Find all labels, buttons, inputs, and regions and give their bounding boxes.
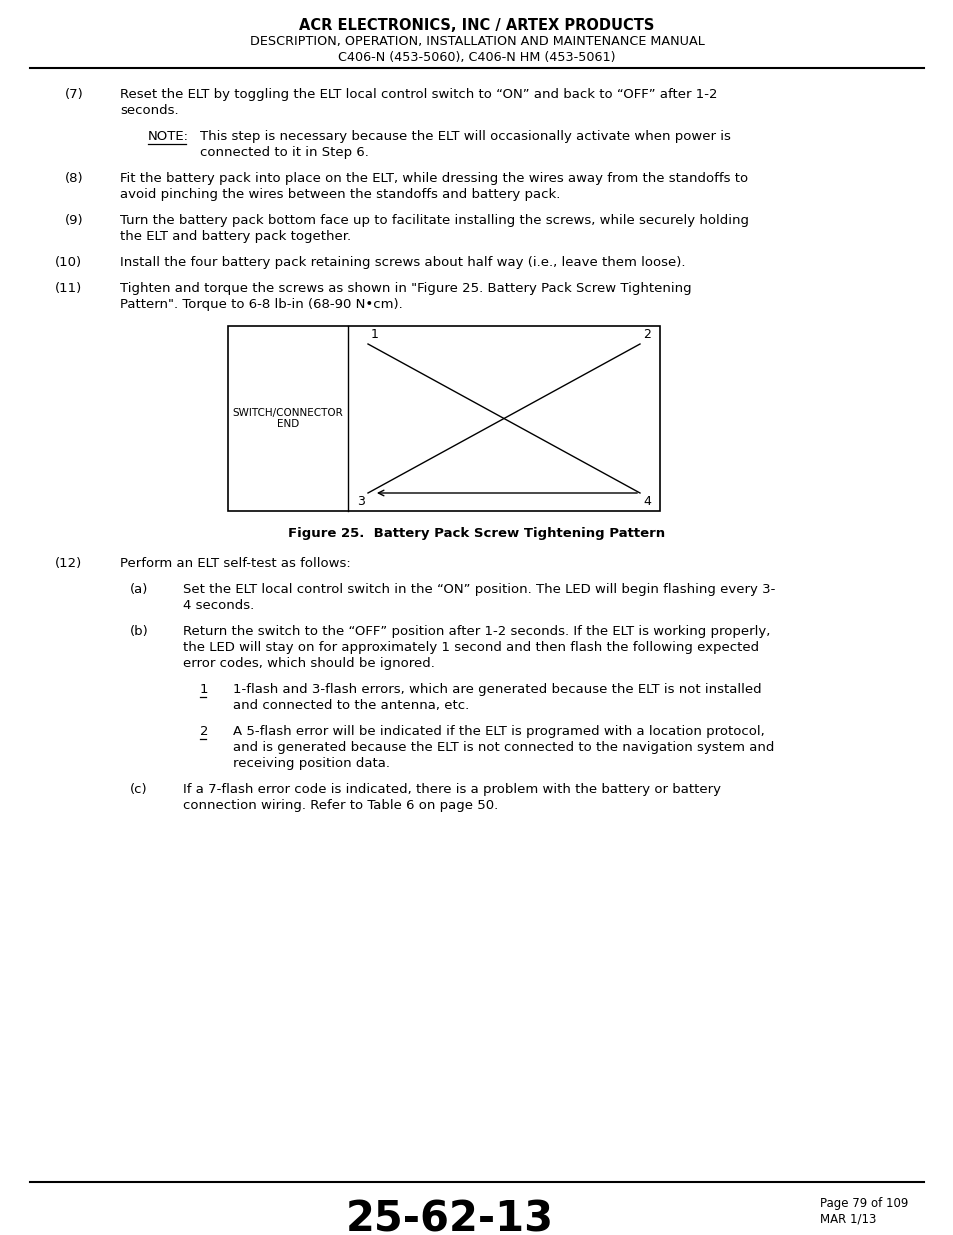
Text: SWITCH/CONNECTOR
END: SWITCH/CONNECTOR END (233, 408, 343, 430)
Text: the ELT and battery pack together.: the ELT and battery pack together. (120, 230, 351, 243)
Text: C406-N (453-5060), C406-N HM (453-5061): C406-N (453-5060), C406-N HM (453-5061) (338, 51, 615, 64)
Text: 1: 1 (200, 683, 209, 697)
Bar (228, 326, 659, 511)
Text: Page 79 of 109: Page 79 of 109 (820, 1197, 907, 1210)
Text: NOTE:: NOTE: (148, 130, 189, 143)
Text: Pattern". Torque to 6-8 lb-in (68-90 N•cm).: Pattern". Torque to 6-8 lb-in (68-90 N•c… (120, 298, 402, 311)
Text: MAR 1/13: MAR 1/13 (820, 1213, 876, 1226)
Text: Reset the ELT by toggling the ELT local control switch to “ON” and back to “OFF”: Reset the ELT by toggling the ELT local … (120, 88, 717, 101)
Text: 4: 4 (642, 495, 650, 508)
Text: 25-62-13: 25-62-13 (346, 1198, 554, 1235)
Text: avoid pinching the wires between the standoffs and battery pack.: avoid pinching the wires between the sta… (120, 188, 559, 201)
Text: Perform an ELT self-test as follows:: Perform an ELT self-test as follows: (120, 557, 351, 571)
Text: ACR ELECTRONICS, INC / ARTEX PRODUCTS: ACR ELECTRONICS, INC / ARTEX PRODUCTS (299, 19, 654, 33)
Text: and connected to the antenna, etc.: and connected to the antenna, etc. (233, 699, 469, 713)
Text: Set the ELT local control switch in the “ON” position. The LED will begin flashi: Set the ELT local control switch in the … (183, 583, 775, 597)
Text: (8): (8) (65, 172, 84, 185)
Text: 2: 2 (200, 725, 209, 739)
Text: This step is necessary because the ELT will occasionally activate when power is: This step is necessary because the ELT w… (200, 130, 730, 143)
Text: (11): (11) (55, 282, 82, 295)
Text: seconds.: seconds. (120, 104, 178, 117)
Text: (c): (c) (130, 783, 148, 797)
Text: Return the switch to the “OFF” position after 1-2 seconds. If the ELT is working: Return the switch to the “OFF” position … (183, 625, 770, 638)
Text: Turn the battery pack bottom face up to facilitate installing the screws, while : Turn the battery pack bottom face up to … (120, 214, 748, 227)
Text: Fit the battery pack into place on the ELT, while dressing the wires away from t: Fit the battery pack into place on the E… (120, 172, 747, 185)
Text: error codes, which should be ignored.: error codes, which should be ignored. (183, 657, 435, 671)
Text: If a 7-flash error code is indicated, there is a problem with the battery or bat: If a 7-flash error code is indicated, th… (183, 783, 720, 797)
Text: 2: 2 (642, 329, 650, 341)
Text: 1: 1 (371, 329, 378, 341)
Text: Install the four battery pack retaining screws about half way (i.e., leave them : Install the four battery pack retaining … (120, 256, 685, 269)
Text: connected to it in Step 6.: connected to it in Step 6. (200, 146, 369, 159)
Text: (10): (10) (55, 256, 82, 269)
Text: A 5-flash error will be indicated if the ELT is programed with a location protoc: A 5-flash error will be indicated if the… (233, 725, 764, 739)
Text: and is generated because the ELT is not connected to the navigation system and: and is generated because the ELT is not … (233, 741, 774, 755)
Text: (b): (b) (130, 625, 149, 638)
Text: 1-flash and 3-flash errors, which are generated because the ELT is not installed: 1-flash and 3-flash errors, which are ge… (233, 683, 760, 697)
Text: (a): (a) (130, 583, 149, 597)
Text: (7): (7) (65, 88, 84, 101)
Text: 4 seconds.: 4 seconds. (183, 599, 254, 613)
Text: (12): (12) (55, 557, 82, 571)
Text: Tighten and torque the screws as shown in "Figure 25. Battery Pack Screw Tighten: Tighten and torque the screws as shown i… (120, 282, 691, 295)
Text: the LED will stay on for approximately 1 second and then flash the following exp: the LED will stay on for approximately 1… (183, 641, 759, 655)
Text: connection wiring. Refer to Table 6 on page 50.: connection wiring. Refer to Table 6 on p… (183, 799, 497, 811)
Text: 3: 3 (356, 495, 365, 508)
Text: DESCRIPTION, OPERATION, INSTALLATION AND MAINTENANCE MANUAL: DESCRIPTION, OPERATION, INSTALLATION AND… (250, 35, 703, 48)
Text: receiving position data.: receiving position data. (233, 757, 390, 769)
Text: Figure 25.  Battery Pack Screw Tightening Pattern: Figure 25. Battery Pack Screw Tightening… (288, 527, 665, 540)
Text: (9): (9) (65, 214, 84, 227)
